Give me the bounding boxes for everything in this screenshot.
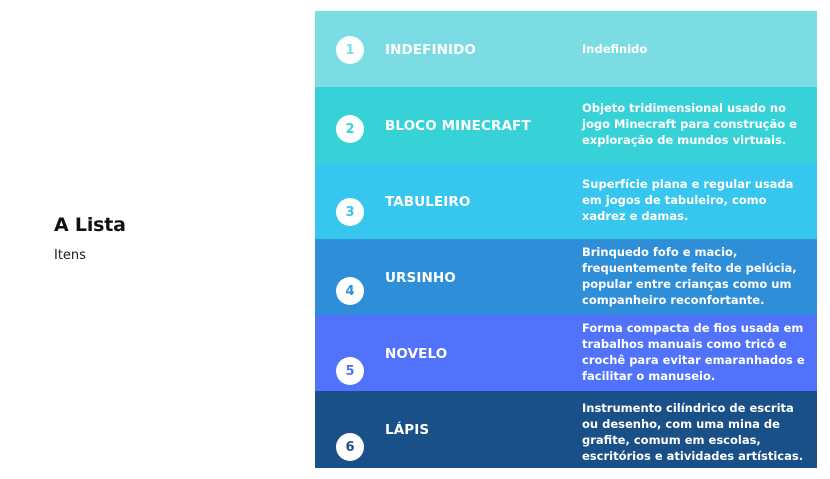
item-description: Forma compacta de fios usada em trabalho… xyxy=(582,321,805,383)
list-item: 5 NOVELO Forma compacta de fios usada em… xyxy=(315,315,817,391)
list-item: 3 TABULEIRO Superfície plana e regular u… xyxy=(315,163,817,239)
item-number-badge: 6 xyxy=(336,433,364,461)
item-description: Brinquedo fofo e macio, frequentemente f… xyxy=(582,245,797,307)
list-header: A Lista Itens xyxy=(54,214,126,263)
item-number-badge: 1 xyxy=(336,36,364,64)
list-item: 6 LÁPIS Instrumento cilíndrico de escrit… xyxy=(315,391,817,468)
item-number-badge: 5 xyxy=(336,357,364,385)
item-label: BLOCO MINECRAFT xyxy=(385,118,531,134)
item-number-badge: 3 xyxy=(336,198,364,226)
item-label: INDEFINIDO xyxy=(385,42,476,58)
item-label: URSINHO xyxy=(385,270,456,286)
item-label: NOVELO xyxy=(385,346,448,362)
list-item: 4 URSINHO Brinquedo fofo e macio, freque… xyxy=(315,239,817,315)
item-description: Superfície plana e regular usada em jogo… xyxy=(582,177,794,223)
item-label: TABULEIRO xyxy=(385,194,471,210)
list-title: A Lista xyxy=(54,214,126,236)
item-description: Indefinido xyxy=(582,42,648,56)
list-item: 2 BLOCO MINECRAFT Objeto tridimensional … xyxy=(315,87,817,163)
item-number-badge: 4 xyxy=(336,277,364,305)
item-description: Objeto tridimensional usado no jogo Mine… xyxy=(582,101,797,147)
item-description: Instrumento cilíndrico de escrita ou des… xyxy=(582,401,804,463)
item-list: 1 INDEFINIDO Indefinido 2 BLOCO MINECRAF… xyxy=(315,11,817,468)
list-item: 1 INDEFINIDO Indefinido xyxy=(315,11,817,87)
item-label: LÁPIS xyxy=(385,422,430,438)
item-number-badge: 2 xyxy=(336,115,364,143)
list-subtitle: Itens xyxy=(54,248,86,263)
